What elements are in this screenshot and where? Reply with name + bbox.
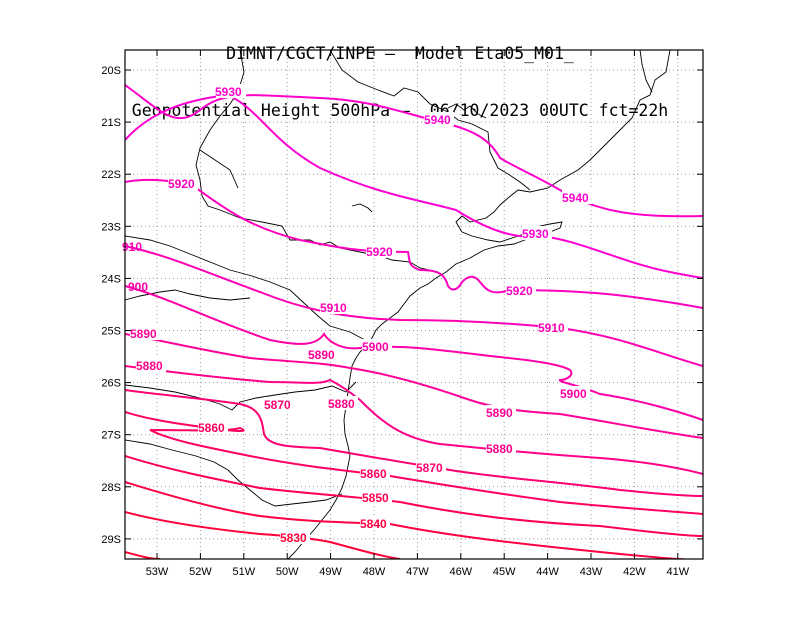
lat-tick-label: 27S	[101, 430, 121, 442]
contour-label-5880-mid: 5880	[328, 397, 355, 411]
contour-line-5830	[125, 511, 401, 559]
lat-tick-label: 26S	[101, 378, 121, 390]
coastline-borders	[125, 50, 671, 559]
lon-tick-label: 41W	[666, 566, 689, 578]
lon-tick-label: 52W	[189, 566, 212, 578]
contour-label-5850: 5850	[362, 491, 389, 505]
contour-label-5890-right: 5890	[486, 406, 513, 420]
contour-line-5880	[125, 365, 703, 475]
plot-frame	[124, 49, 704, 560]
axis-ticks	[125, 50, 703, 559]
contour-label-5880-left: 5880	[136, 359, 163, 373]
state-border-pr-sc	[125, 381, 357, 411]
longitude-labels: 53W 52W 51W 50W 49W 48W 47W 46W 45W 44W 43W 42W 41W	[146, 566, 690, 578]
contour-label-5840: 5840	[360, 517, 387, 531]
state-border-sp-mg	[195, 50, 439, 273]
geopotential-contours	[125, 84, 703, 559]
contour-line-5920	[125, 178, 703, 309]
lon-tick-label: 49W	[319, 566, 342, 578]
contour-label-5870-mid: 5870	[416, 461, 443, 475]
contour-line-5870	[125, 389, 703, 497]
contour-label-5900-left: 900	[128, 280, 148, 294]
contour-label-5870-left: 5870	[264, 398, 291, 412]
title-line-2: Geopotential Height 500hPa – 06/10/2023 …	[131, 101, 669, 120]
contour-label-5860-mid: 5860	[360, 467, 387, 481]
contour-label-5900-right: 5900	[560, 387, 587, 401]
contour-labels: 5930 5940 5920 5940 5930 910 5920 900 59…	[122, 84, 592, 545]
contour-label-5930-top: 5930	[215, 85, 242, 99]
lon-tick-label: 43W	[580, 566, 603, 578]
contour-label-5920-right: 5920	[506, 284, 533, 298]
lat-tick-label: 22S	[101, 169, 121, 181]
island	[351, 203, 373, 213]
latitude-labels: 20S 21S 22S 23S 24S 25S 26S 27S 28S 29S	[101, 65, 121, 546]
contour-line-5850	[125, 455, 703, 537]
contour-label-5940: 5940	[424, 113, 451, 127]
lat-tick-label: 25S	[101, 326, 121, 338]
contour-label-5900-mid: 5900	[362, 340, 389, 354]
contour-label-5830: 5830	[280, 531, 307, 545]
contour-label-5940-right: 5940	[562, 191, 589, 205]
lat-tick-label: 28S	[101, 482, 121, 494]
state-border-sp-pr	[125, 235, 366, 341]
lagoon	[447, 103, 487, 119]
state-border-mg-es	[639, 50, 653, 93]
lon-tick-label: 44W	[536, 566, 559, 578]
contour-label-5890-left: 5890	[130, 327, 157, 341]
contour-label-5910-left: 910	[122, 240, 142, 254]
contour-line-5860	[125, 411, 703, 515]
lon-tick-label: 47W	[406, 566, 429, 578]
lat-tick-label: 24S	[101, 273, 121, 285]
state-border-ms	[125, 289, 251, 301]
contour-label-5920-left: 5920	[168, 177, 195, 191]
lat-tick-label: 23S	[101, 221, 121, 233]
contour-label-5860-left: 5860	[198, 421, 225, 435]
chart-title: DIMNT/CGCT/INPE – Model Eta05_M01_ Geopo…	[0, 6, 800, 139]
lon-tick-label: 48W	[363, 566, 386, 578]
lon-tick-label: 51W	[232, 566, 255, 578]
state-border-sc-rs	[125, 439, 343, 507]
contour-line-5890	[125, 333, 703, 439]
contour-line-5910	[125, 245, 703, 367]
lon-tick-label: 50W	[276, 566, 299, 578]
lon-tick-label: 46W	[449, 566, 472, 578]
lon-tick-label: 42W	[623, 566, 646, 578]
inland-border	[199, 149, 239, 189]
lat-tick-label: 21S	[101, 117, 121, 129]
lat-lon-grid	[125, 50, 703, 559]
contour-label-5890-mid: 5890	[308, 348, 335, 362]
contour-line-5840	[125, 481, 703, 559]
lat-tick-label: 20S	[101, 65, 121, 77]
contour-line-5820	[125, 551, 161, 559]
contour-label-5880-right: 5880	[486, 442, 513, 456]
contour-line-5940	[125, 84, 703, 218]
contour-label-5910-right: 5910	[538, 321, 565, 335]
contour-label-5930-right: 5930	[522, 227, 549, 241]
lat-tick-label: 29S	[101, 534, 121, 546]
contour-label-5910-mid: 5910	[320, 301, 347, 315]
lon-tick-label: 53W	[146, 566, 169, 578]
lon-tick-label: 45W	[493, 566, 516, 578]
title-line-1: DIMNT/CGCT/INPE – Model Eta05_M01_	[226, 44, 574, 63]
contour-label-5920-mid: 5920	[366, 245, 393, 259]
